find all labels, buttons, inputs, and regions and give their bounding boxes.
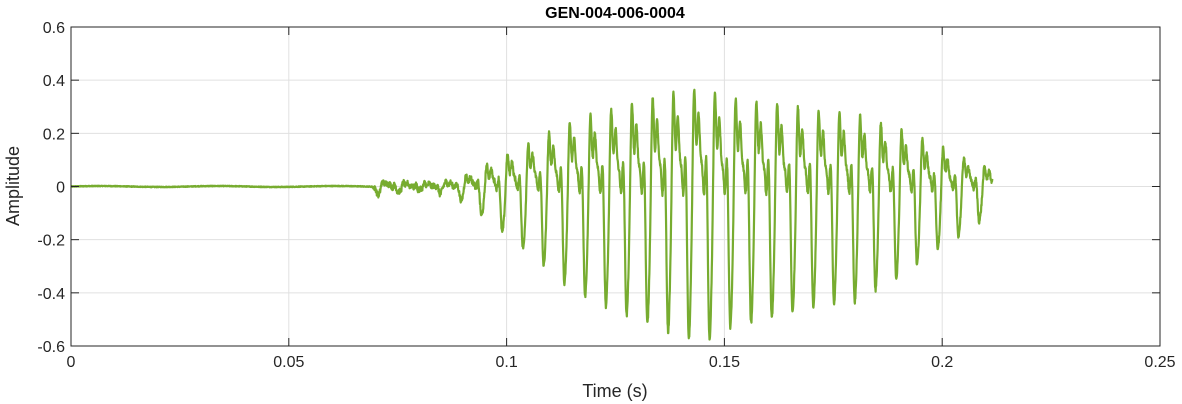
waveform-series-line xyxy=(70,88,994,341)
x-tick-label: 0.05 xyxy=(273,354,304,371)
y-tick-label: -0.4 xyxy=(37,286,65,303)
x-tick-label: 0.1 xyxy=(495,354,517,371)
x-tick-label: 0.15 xyxy=(709,354,740,371)
y-tick-label: 0 xyxy=(56,180,65,197)
x-tick-label: 0 xyxy=(67,354,76,371)
x-tick-label: 0.2 xyxy=(931,354,953,371)
y-axis-label: Amplitude xyxy=(3,146,23,226)
x-tick-labels: 0 0.05 0.1 0.15 0.2 0.25 xyxy=(67,354,1176,371)
y-tick-label: -0.2 xyxy=(37,233,65,250)
y-tick-label: 0.2 xyxy=(43,126,65,143)
axis-ticks xyxy=(70,26,1161,347)
x-tick-label: 0.25 xyxy=(1144,354,1175,371)
chart-title: GEN-004-006-0004 xyxy=(545,5,685,22)
y-tick-label: 0.4 xyxy=(43,73,65,90)
y-tick-labels: -0.6 -0.4 -0.2 0 0.2 0.4 0.6 xyxy=(37,20,65,356)
series-layer xyxy=(70,88,994,341)
y-tick-label: -0.6 xyxy=(37,339,65,356)
x-axis-label: Time (s) xyxy=(582,381,647,401)
y-tick-label: 0.6 xyxy=(43,20,65,37)
